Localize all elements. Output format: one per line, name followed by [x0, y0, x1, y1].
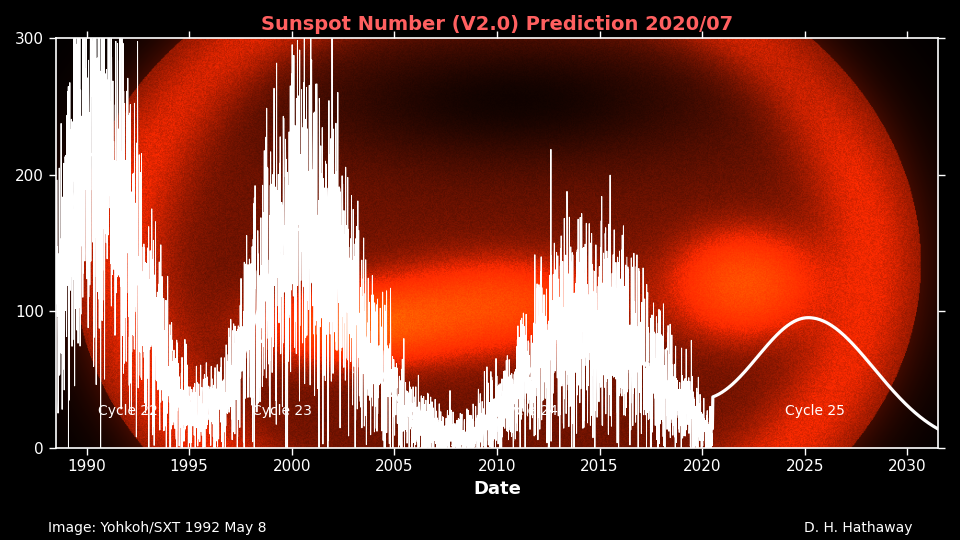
Text: Cycle 22: Cycle 22 — [98, 403, 157, 417]
Text: D. H. Hathaway: D. H. Hathaway — [804, 521, 912, 535]
Text: Cycle 24: Cycle 24 — [498, 403, 558, 417]
Text: Cycle 25: Cycle 25 — [785, 403, 845, 417]
Title: Sunspot Number (V2.0) Prediction 2020/07: Sunspot Number (V2.0) Prediction 2020/07 — [261, 15, 733, 34]
Text: Image: Yohkoh/SXT 1992 May 8: Image: Yohkoh/SXT 1992 May 8 — [48, 521, 267, 535]
Text: Cycle 23: Cycle 23 — [252, 403, 311, 417]
X-axis label: Date: Date — [473, 480, 521, 498]
